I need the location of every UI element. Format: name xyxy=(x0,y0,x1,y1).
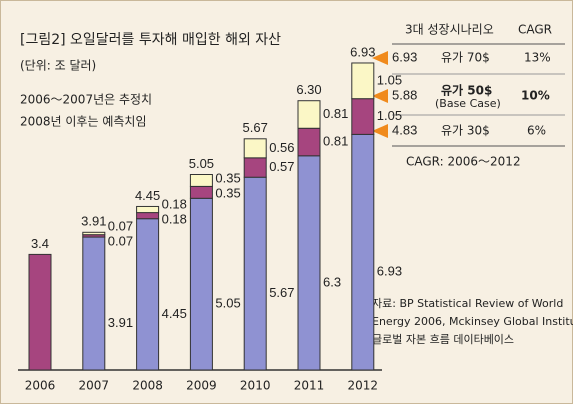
bar-segment xyxy=(297,100,321,129)
source: 자료: BP Statistical Review of World xyxy=(372,297,563,310)
x-tick-label: 2011 xyxy=(294,379,325,393)
bar-segment xyxy=(28,253,52,371)
data-label: 6.3 xyxy=(323,274,341,289)
row-cagr: 6% xyxy=(527,124,546,138)
annotation: 2006～2007년은 추정치 xyxy=(20,93,152,107)
data-label: 0.18 xyxy=(162,212,187,227)
bar-segment xyxy=(136,218,160,371)
data-label: 0.56 xyxy=(269,140,294,155)
data-label: 0.35 xyxy=(215,185,240,200)
row-cagr: 10% xyxy=(521,89,550,103)
panel-header: 3대 성장시나리오 xyxy=(405,23,494,37)
bar-segment xyxy=(243,176,267,371)
row-label: 유가 70$ xyxy=(441,51,490,65)
bar-segment xyxy=(243,157,267,178)
data-label: 6.93 xyxy=(377,264,402,279)
x-tick-label: 2009 xyxy=(186,379,217,393)
bar-segment xyxy=(189,197,213,371)
row-value: 6.93 xyxy=(392,49,417,64)
data-label: 3.91 xyxy=(108,315,133,330)
data-label: 0.57 xyxy=(269,159,294,174)
total-label: 6.30 xyxy=(296,82,321,97)
data-label: 5.05 xyxy=(215,296,240,311)
bar-segment xyxy=(351,98,375,135)
data-label: 4.45 xyxy=(162,306,187,321)
bar-segment xyxy=(82,231,106,236)
row-value: 4.83 xyxy=(392,122,417,137)
data-label: 0.18 xyxy=(162,197,187,212)
row-cagr: 13% xyxy=(524,51,551,65)
source: 글로벌 자본 흐름 데이타베이스 xyxy=(372,333,514,346)
bar-segment xyxy=(82,236,106,371)
data-label: 5.67 xyxy=(269,285,294,300)
bar-segment xyxy=(243,138,267,159)
source: Energy 2006, Mckinsey Global Institute xyxy=(372,315,573,328)
total-label: 4.45 xyxy=(135,188,160,203)
arrow xyxy=(372,51,388,65)
data-label: 0.81 xyxy=(323,133,348,148)
subtitle: (단위: 조 달러) xyxy=(20,59,96,73)
total-label: 5.67 xyxy=(243,120,268,135)
bar-segment xyxy=(189,174,213,187)
arrow xyxy=(372,89,388,103)
bar-segment xyxy=(136,205,160,214)
bar-segment xyxy=(351,62,375,100)
data-label: 0.81 xyxy=(323,106,348,121)
bar-segment xyxy=(189,185,213,199)
arrow xyxy=(372,124,388,138)
total-label: 5.05 xyxy=(189,156,214,171)
bar-segment xyxy=(297,155,321,371)
data-label: 0.35 xyxy=(215,170,240,185)
row-label: 유가 50$ xyxy=(441,83,492,98)
data-label: 0.07 xyxy=(108,219,133,234)
data-label: 1.05 xyxy=(377,72,402,87)
x-tick-label: 2008 xyxy=(132,379,163,393)
annotation: 2008년 이후는 예측치임 xyxy=(20,115,147,129)
x-tick-label: 2010 xyxy=(240,379,271,393)
x-tick-label: 2007 xyxy=(79,379,110,393)
bar-segment xyxy=(351,133,375,371)
data-label: 0.07 xyxy=(108,234,133,249)
panel-footer: CAGR: 2006～2012 xyxy=(406,155,521,169)
bar-segment xyxy=(136,212,160,220)
total-label: 3.91 xyxy=(81,214,106,229)
total-label: 6.93 xyxy=(350,44,375,59)
x-tick-label: 2006 xyxy=(25,379,56,393)
panel-header: CAGR xyxy=(518,23,552,37)
chart-title: [그림2] 오일달러를 투자해 매입한 해외 자산 xyxy=(20,32,281,48)
x-tick-label: 2012 xyxy=(348,379,379,393)
data-label: 3.4 xyxy=(31,236,49,251)
row-note: (Base Case) xyxy=(435,97,501,110)
row-label: 유가 30$ xyxy=(441,124,490,138)
data-label: 1.05 xyxy=(377,108,402,123)
bar-segment xyxy=(297,127,321,157)
row-value: 5.88 xyxy=(392,87,417,102)
